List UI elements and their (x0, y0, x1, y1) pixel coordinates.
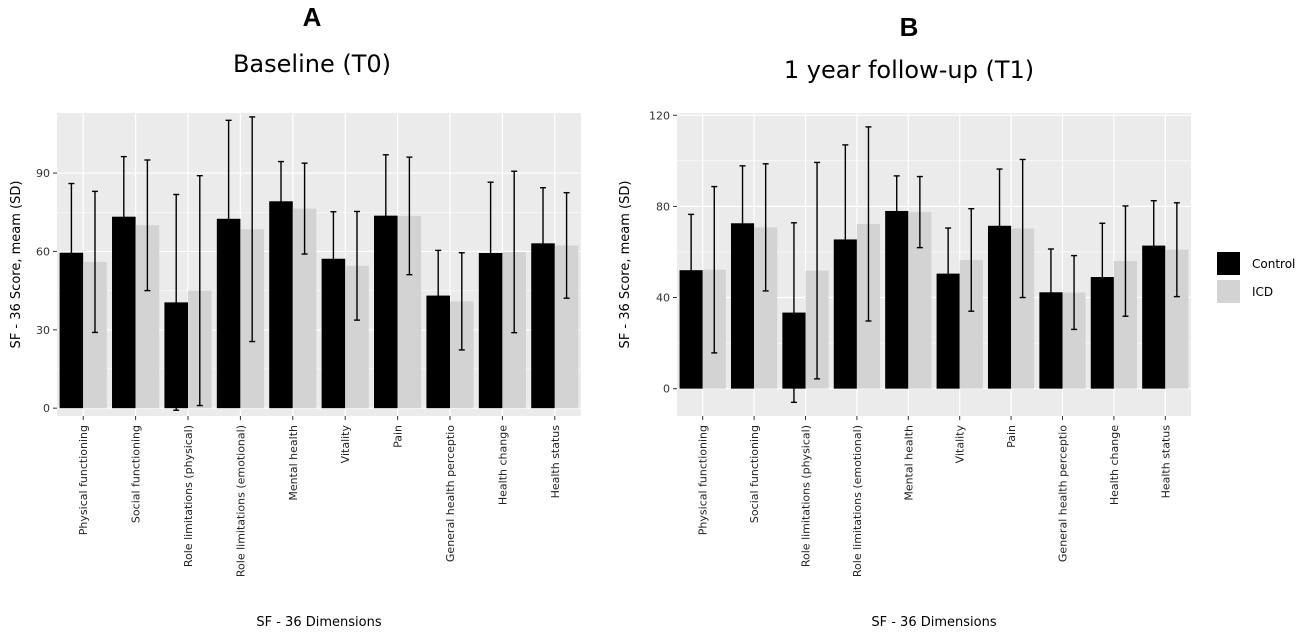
bar-control (936, 273, 960, 389)
x-tick-label: Physical functioning (697, 425, 710, 535)
x-tick-label: Mental health (287, 425, 300, 501)
x-tick-label: Social functioning (130, 425, 143, 523)
legend: Control ICD (1217, 252, 1295, 303)
bar-control (321, 258, 346, 409)
y-tick-label: 0 (663, 383, 670, 396)
bar-control (1039, 292, 1063, 389)
bar-icd (1113, 261, 1138, 389)
x-tick-label: Pain (392, 425, 405, 448)
x-tick-label: General health perceptio (1057, 425, 1070, 562)
bar-icd (1011, 228, 1035, 389)
legend-label-icd: ICD (1252, 285, 1273, 299)
x-tick-label: Role limitations (emotional) (851, 425, 864, 577)
y-tick-label: 80 (656, 200, 670, 213)
panel-b-title: 1 year follow-up (T1) (784, 56, 1034, 84)
bar-control (987, 225, 1012, 389)
x-tick-label: Health change (496, 425, 509, 505)
bar-control (1090, 277, 1114, 389)
panel-a-letter: A (303, 2, 322, 32)
bar-icd (135, 225, 160, 409)
y-tick-label: 120 (649, 109, 670, 122)
bar-icd (1062, 292, 1086, 389)
bar-control (478, 253, 503, 409)
bar-control (59, 252, 84, 409)
bar-control (885, 210, 909, 389)
x-tick-label: Role limitations (physical) (800, 425, 813, 567)
bar-icd (397, 215, 422, 409)
x-tick-label: Physical functioning (77, 425, 90, 535)
x-tick-label: Role limitations (emotional) (234, 425, 247, 577)
legend-label-control: Control (1252, 257, 1295, 271)
chart-followup: 0 40 80 120 Physical functioning Social funct… (618, 109, 1191, 630)
bar-icd (554, 245, 579, 409)
bar-control (112, 216, 136, 409)
y-tick-label: 60 (36, 245, 50, 258)
y-tick-label: 40 (656, 292, 670, 305)
legend-swatch-control (1217, 252, 1240, 275)
x-tick-label: Pain (1005, 425, 1018, 448)
x-tick-label: Vitality (339, 425, 352, 464)
x-tick-label: Health status (549, 425, 562, 499)
x-tick-label: Role limitations (physical) (182, 425, 195, 567)
y-tick-label: 90 (36, 167, 50, 180)
bar-control (1142, 245, 1166, 389)
bar-icd (450, 301, 474, 409)
legend-swatch-icd (1217, 280, 1240, 303)
y-tick-label: 0 (43, 402, 50, 415)
x-tick-label: Social functioning (748, 425, 761, 523)
bar-icd (908, 212, 932, 389)
bar-icd (754, 227, 778, 389)
y-axis-title: SF - 36 Score, meam (SD) (9, 181, 24, 349)
bar-control (374, 215, 398, 409)
y-tick-label: 30 (36, 324, 50, 337)
bar-icd (1165, 249, 1189, 389)
bar-icd (345, 265, 369, 409)
bar-icd (292, 208, 317, 409)
x-tick-label: Health status (1159, 425, 1172, 499)
bar-control (269, 201, 293, 409)
x-tick-label: Vitality (954, 425, 967, 464)
x-axis-title: SF - 36 Dimensions (871, 615, 996, 630)
x-tick-label: Mental health (902, 425, 915, 501)
x-tick-label: Health change (1108, 425, 1121, 505)
bar-control (679, 270, 703, 389)
y-axis-title: SF - 36 Score, meam (SD) (618, 181, 633, 349)
panel-b-letter: B (900, 12, 919, 42)
chart-baseline: 0 30 60 90 Physical functioning Social functi… (9, 113, 581, 630)
bar-icd (959, 259, 983, 389)
x-axis-title: SF - 36 Dimensions (256, 615, 381, 630)
bar-control (531, 243, 555, 409)
panel-a-title: Baseline (T0) (233, 50, 391, 78)
bar-icd (83, 261, 107, 409)
bar-control (730, 223, 755, 389)
bar-control (426, 295, 450, 409)
x-tick-label: General health perceptio (444, 425, 457, 562)
